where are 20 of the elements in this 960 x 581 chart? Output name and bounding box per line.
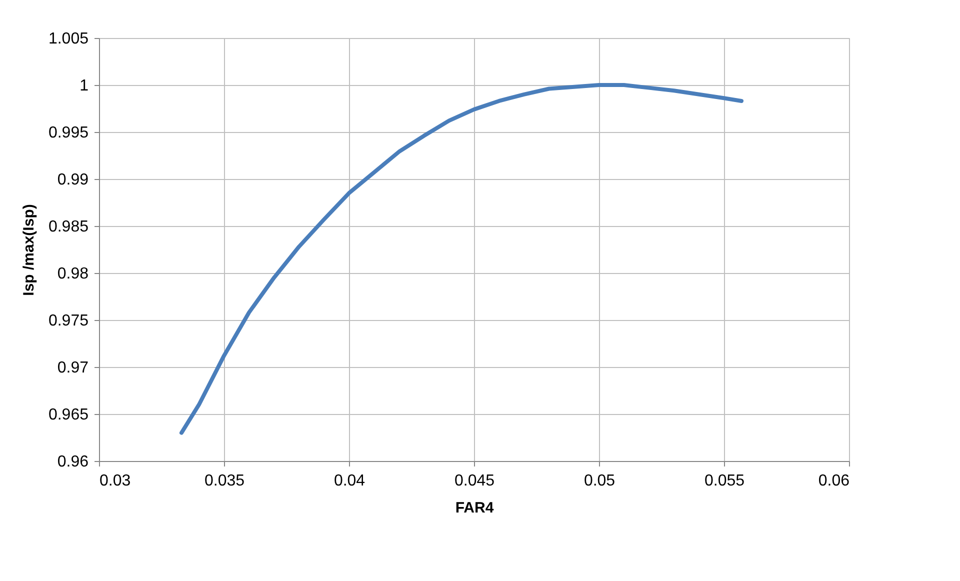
y-tick-label: 0.975 <box>48 312 89 330</box>
y-tick-label: 0.96 <box>57 454 89 470</box>
y-tick-label: 0.97 <box>57 360 89 376</box>
x-tick-label: 0.045 <box>454 472 495 490</box>
y-tick-label: 0.965 <box>48 406 89 424</box>
x-tick-label: 0.03 <box>100 472 131 490</box>
y-axis-title: Isp /max(Isp) <box>20 204 38 296</box>
x-tick-label: 0.035 <box>204 472 245 490</box>
x-tick-label: 0.04 <box>334 472 366 490</box>
y-tick-label: 1 <box>80 78 89 94</box>
line-series <box>180 83 744 435</box>
y-tick-label: 0.98 <box>57 266 89 282</box>
x-tick-label: 0.055 <box>704 472 745 490</box>
x-tick-label: 0.06 <box>818 472 850 490</box>
y-tick-label: 0.995 <box>48 124 89 142</box>
y-tick-label: 0.985 <box>48 218 89 236</box>
y-tick-label: 0.99 <box>57 172 89 188</box>
y-tick-label: 1.005 <box>48 30 89 48</box>
x-axis-title: FAR4 <box>455 500 494 516</box>
x-tick-label: 0.05 <box>584 472 616 490</box>
